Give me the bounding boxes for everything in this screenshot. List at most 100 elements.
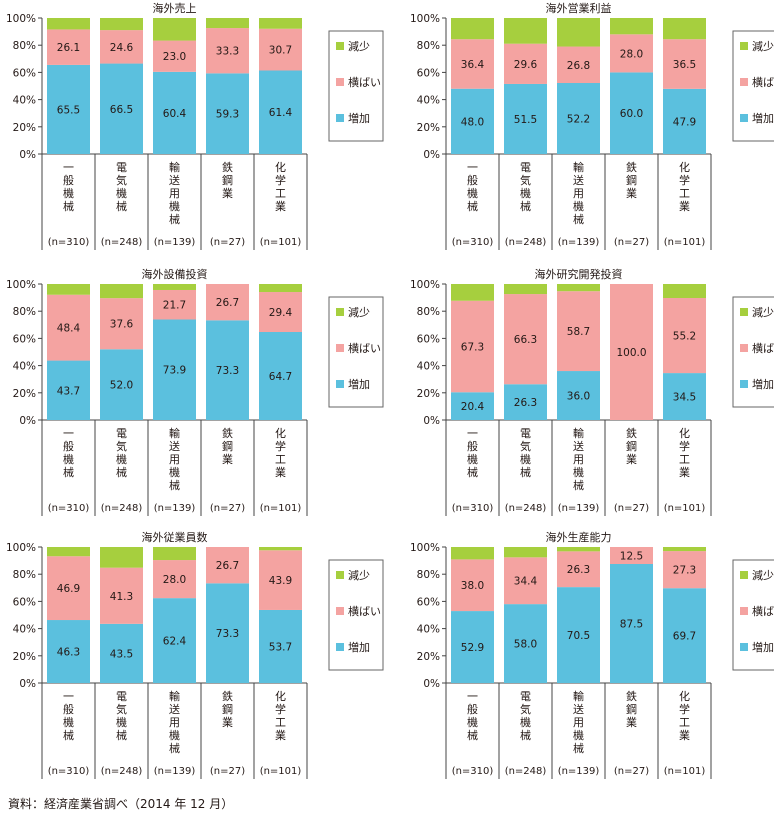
chart5-bar-increase [47, 620, 90, 683]
chart4-data-label: 66.3 [514, 334, 537, 346]
chart5-category-label-char: 電 [116, 690, 127, 703]
chart2-legend-label: 横ばい [752, 75, 774, 89]
chart3-bar-increase [100, 349, 143, 420]
chart2-y-tick-label: 20% [417, 122, 440, 134]
chart4-category-label-char: 鉄 [626, 426, 637, 440]
chart2-category-label-char: 用 [573, 187, 584, 200]
chart4-sample-size: (n=101) [664, 503, 706, 514]
chart6-bar-increase [610, 564, 653, 683]
chart5-data-label: 46.9 [57, 583, 80, 595]
chart2-bar-increase [451, 88, 494, 154]
chart3-y-tick-label: 0% [19, 415, 36, 427]
chart4-legend-swatch [740, 380, 748, 388]
chart6-category-label-char: 鋼 [626, 702, 637, 716]
chart2-category-label-char: 械 [520, 199, 531, 213]
chart1-sample-size: (n=310) [48, 237, 90, 248]
chart4-bar-flat [504, 294, 547, 385]
chart5-y-tick-label: 100% [6, 542, 36, 554]
chart6-category-label-char: 業 [626, 716, 637, 729]
chart5-category-label-char: 用 [169, 716, 180, 729]
chart1-bar-decrease [153, 18, 196, 41]
chart2-data-label: 51.5 [514, 114, 537, 126]
chart5-bar-increase [206, 583, 249, 683]
chart2-bar-flat [504, 43, 547, 84]
chart4-category-label-char: 気 [520, 439, 531, 453]
chart2-y-tick-label: 40% [417, 95, 440, 107]
chart2-legend-label: 増加 [752, 112, 774, 125]
chart5-sample-size: (n=310) [48, 766, 90, 777]
chart2-legend-box [732, 30, 774, 142]
chart1-category-label-char: 気 [116, 173, 127, 187]
chart6-category-label-char: 械 [467, 728, 478, 742]
chart3-category-label-char: 電 [116, 427, 127, 440]
chart3-category-label-char: 械 [169, 478, 180, 492]
chart5-legend-swatch [336, 643, 344, 651]
chart3-category-label-char: 用 [169, 453, 180, 466]
chart3-category-label-char: 機 [169, 465, 180, 479]
chart6-bar-flat [610, 547, 653, 564]
chart6-category-label-char: 電 [520, 690, 531, 703]
chart6-category-label-char: 業 [679, 729, 690, 742]
chart4-legend-swatch [740, 344, 748, 352]
chart6-data-label: 26.3 [567, 564, 590, 576]
chart1-data-label: 26.1 [57, 42, 80, 54]
chart2-bar-decrease [557, 18, 600, 47]
chart5-category-label-char: 械 [169, 741, 180, 755]
chart4-category-label-char: 械 [467, 465, 478, 479]
chart6-bar-flat [504, 557, 547, 605]
chart4-legend-label: 横ばい [752, 341, 774, 355]
chart3-bar-decrease [153, 284, 196, 290]
chart4-category-label-char: 電 [520, 427, 531, 440]
chart5-y-tick-label: 60% [13, 596, 36, 608]
chart2-category-label-char: 送 [573, 173, 584, 187]
chart3-data-label: 26.7 [216, 297, 239, 309]
chart6-category-label-char: 工 [679, 716, 690, 729]
chart2-category-label-char: 機 [520, 186, 531, 200]
chart3-category-label-char: 送 [169, 439, 180, 453]
chart4-category-label-char: 一 [467, 427, 478, 440]
chart2-bar-flat [451, 39, 494, 89]
chart5-bar-increase [153, 598, 196, 683]
chart4-category-label-char: 機 [520, 452, 531, 466]
chart5-y-tick-label: 0% [19, 678, 36, 690]
chart1-category-label-char: 輸 [169, 160, 180, 174]
chart1-bar-decrease [47, 18, 90, 30]
chart2-legend-swatch [740, 78, 748, 86]
chart2-sample-size: (n=27) [614, 237, 649, 248]
chart1-category-label-char: 鋼 [222, 173, 233, 187]
chart2-category-label-char: 機 [467, 186, 478, 200]
chart5-legend-swatch [336, 571, 344, 579]
chart1-category-label-char: 機 [116, 186, 127, 200]
chart4-data-label: 67.3 [461, 341, 484, 353]
chart2-data-label: 26.8 [567, 60, 590, 72]
chart1-data-label: 61.4 [269, 107, 293, 119]
chart5-category-label-char: 学 [275, 702, 286, 716]
chart6-y-tick-label: 40% [417, 624, 440, 636]
chart6-legend-swatch [740, 607, 748, 615]
chart3-y-tick-label: 60% [13, 333, 36, 345]
chart6-category-label-char: 機 [520, 715, 531, 729]
chart1-y-tick-label: 40% [13, 95, 36, 107]
chart4-bar-increase [504, 384, 547, 420]
chart4-legend-box [732, 296, 774, 408]
chart5-legend-label: 増加 [348, 641, 370, 654]
chart2-category-label-char: 学 [679, 173, 690, 187]
chart1-bar-increase [47, 64, 90, 154]
chart4-y-tick-label: 80% [417, 306, 440, 318]
chart6-data-label: 58.0 [514, 639, 537, 651]
chart3-sample-size: (n=248) [101, 503, 143, 514]
chart3-sample-size: (n=310) [48, 503, 90, 514]
chart6-category-label-char: 送 [573, 702, 584, 716]
chart4-bar-flat [451, 300, 494, 393]
chart5-bar-flat [100, 567, 143, 624]
chart2-category-label-char: 気 [520, 173, 531, 187]
chart3-category-label-char: 気 [116, 439, 127, 453]
chart1-category-label-char: 械 [116, 199, 127, 213]
chart6-legend-swatch [740, 643, 748, 651]
chart2-bar-increase [663, 88, 706, 154]
chart4-data-label: 20.4 [461, 401, 485, 413]
chart4-category-label-char: 機 [573, 465, 584, 479]
chart5-bar-decrease [100, 547, 143, 568]
chart2-data-label: 47.9 [673, 116, 696, 128]
chart5-data-label: 73.3 [216, 628, 239, 640]
